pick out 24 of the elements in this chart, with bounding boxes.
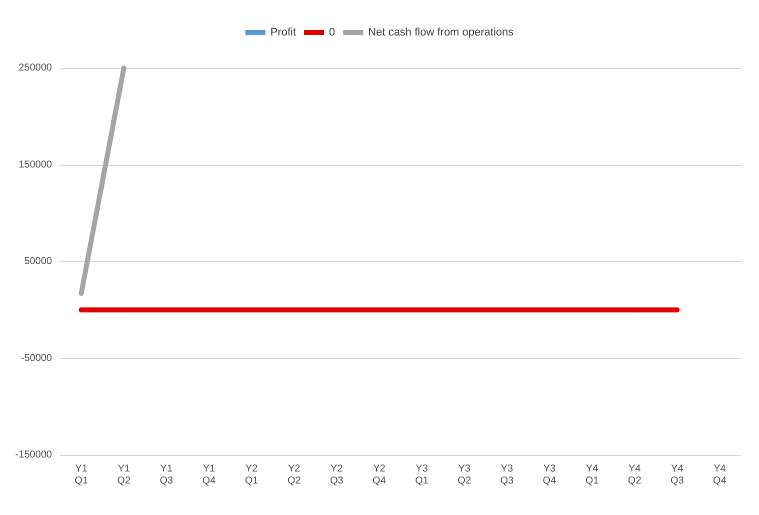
legend-label: Profit (270, 26, 296, 38)
legend-label: Net cash flow from operations (368, 26, 514, 38)
x-tick-label: Y4 Q3 (670, 464, 684, 486)
x-tick-label: Y3 Q3 (500, 464, 514, 486)
x-tick-label: Y3 Q2 (458, 464, 472, 486)
y-tick-label: 50000 (24, 256, 52, 267)
y-tick-label: -50000 (20, 352, 52, 364)
x-tick-label: Y3 Q4 (542, 464, 557, 486)
x-tick-label: Y4 Q2 (628, 464, 642, 486)
x-tick-label: Y3 Q1 (415, 464, 429, 486)
x-tick-label: Y1 Q2 (117, 464, 131, 486)
x-tick-label: Y4 Q1 (585, 464, 600, 486)
x-tick-label: Y1 Q1 (74, 464, 88, 486)
x-tick-label: Y1 Q3 (160, 464, 174, 486)
y-tick-label: -150000 (15, 450, 52, 460)
x-tick-label: Y2 Q3 (330, 464, 344, 486)
x-tick-label: Y4 Q4 (713, 464, 727, 486)
y-tick-label: 150000 (18, 159, 52, 170)
x-tick-label: Y2 Q2 (287, 464, 302, 486)
x-tick-label: Y2 Q4 (372, 464, 386, 486)
y-tick-label: 250000 (18, 62, 52, 74)
x-tick-label: Y2 Q1 (244, 464, 259, 486)
x-tick-label: Y1 Q4 (202, 464, 216, 486)
legend-label: 0 (329, 26, 336, 38)
